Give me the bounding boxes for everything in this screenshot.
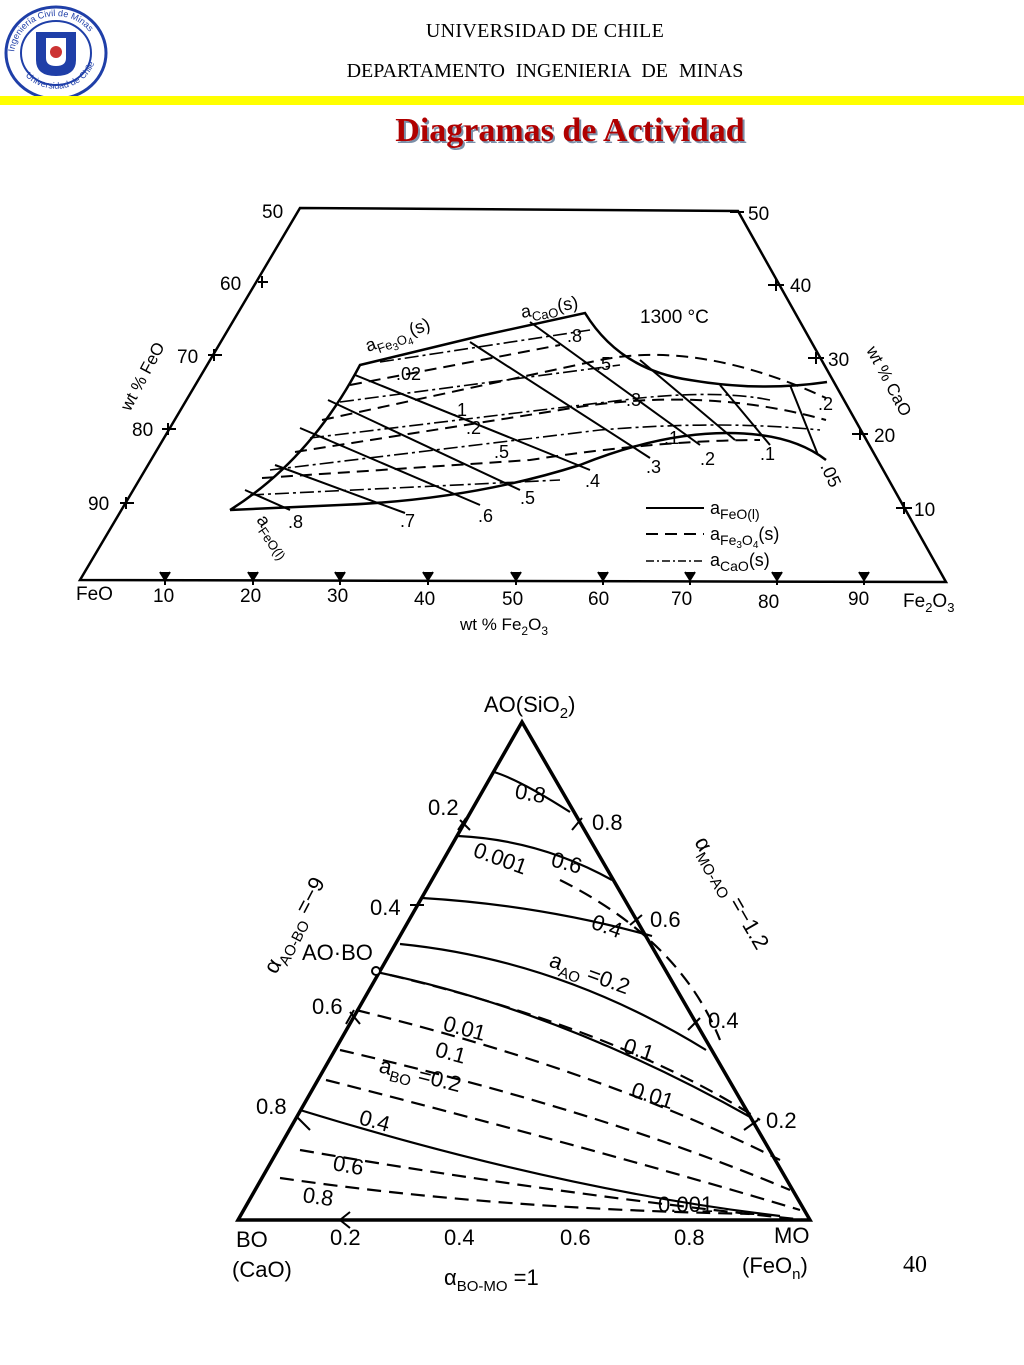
apex-label: AO(SiO2) — [484, 692, 575, 722]
feo-isolines — [244, 321, 819, 514]
university-logo: Ingeniería Civil de Minas Universidad de… — [4, 5, 108, 101]
bottom-tick-label: 0.6 — [560, 1225, 591, 1250]
department-name: DEPARTAMENTO INGENIERIA DE MINAS — [346, 60, 744, 82]
fe3o4-value-label: .2 — [466, 418, 481, 438]
left-axis-ticks — [120, 276, 268, 509]
bo-value-label: 0.6 — [331, 1150, 365, 1180]
feo-value-label: .1 — [760, 444, 775, 464]
ao-value-label: 0.01 — [628, 1077, 676, 1114]
feo-value-label: .5 — [520, 488, 535, 508]
ao-value-label: 0.1 — [433, 1037, 469, 1069]
x-right-end: Fe2O3 — [903, 591, 954, 615]
x-tick-label: 50 — [502, 589, 523, 610]
feo-value-label: .2 — [700, 449, 715, 469]
feo-value-label: .6 — [478, 506, 493, 526]
university-name: UNIVERSIDAD DE CHILE — [425, 20, 665, 42]
left-tick-label: 0.8 — [256, 1094, 287, 1119]
cao-value-label: .5 — [596, 354, 611, 374]
right-tick-label: 0.6 — [650, 907, 681, 932]
x-axis-title: wt % Fe2O3 — [459, 615, 548, 638]
bo-isolines — [279, 879, 807, 1222]
right-tick-label: 30 — [828, 350, 849, 371]
cao-value-label: .2 — [818, 394, 833, 414]
right-vertex-formula: (FeOn) — [742, 1253, 808, 1283]
right-tick-label: 0.8 — [592, 810, 623, 835]
left-tick-label: 0.2 — [428, 795, 459, 820]
x-tick-label: 40 — [414, 589, 435, 610]
fe3o4-value-label: .02 — [396, 364, 421, 384]
x-tick-label: 60 — [588, 589, 609, 610]
bottom-tick-label: 0.2 — [330, 1225, 361, 1250]
header-divider — [0, 96, 1024, 105]
feo-value-label: .3 — [646, 457, 661, 477]
fe3o4-isolines — [261, 344, 827, 479]
left-tick-label: 60 — [220, 274, 241, 295]
ao-bo-compound-point — [371, 966, 381, 976]
ao-value-label: 0.001 — [658, 1192, 713, 1217]
ao-isolines — [299, 770, 781, 1218]
bo-value-label: 0.4 — [357, 1105, 393, 1137]
left-tick-label: 0.4 — [370, 895, 401, 920]
ternary-ticks — [295, 817, 759, 1229]
right-tick-label: 0.2 — [766, 1108, 797, 1133]
left-tick-label: 50 — [262, 202, 283, 223]
right-tick-label: 0.4 — [708, 1008, 739, 1033]
ao-value-label: 0.6 — [549, 847, 585, 879]
x-tick-label: 70 — [671, 589, 692, 610]
cao-isolines — [249, 329, 821, 496]
liquid-region-boundary — [229, 311, 828, 512]
right-tick-label: 40 — [790, 276, 811, 297]
cao-value-label: .3 — [626, 390, 641, 410]
right-tick-label: 20 — [874, 426, 895, 447]
x-tick-label: 90 — [848, 589, 869, 610]
left-tick-label: 0.6 — [312, 994, 343, 1019]
legend-cao: aCaO(s) — [710, 550, 770, 574]
page-title: Diagramas de Actividad — [395, 112, 745, 149]
left-tick-label: 70 — [177, 347, 198, 368]
x-tick-label: 20 — [240, 586, 261, 607]
bottom-tick-label: 0.8 — [674, 1225, 705, 1250]
feo-value-label: .8 — [288, 512, 303, 532]
legend-feo: aFeO(l) — [710, 498, 760, 522]
alpha-mo-ao-label: αMO-AO =−1.2 — [685, 832, 774, 956]
right-vertex-label: MO — [774, 1223, 809, 1248]
fe3o4-value-label: .1 — [452, 400, 467, 420]
page-number: 40 — [903, 1252, 927, 1278]
left-tick-label: 90 — [88, 494, 109, 515]
legend-fe3o4: aFe3O4(s) — [710, 524, 779, 551]
x-tick-label: 80 — [758, 592, 779, 613]
right-axis-ticks — [730, 211, 912, 514]
fe3o4-value-label: .5 — [494, 442, 509, 462]
compound-label: AO·BO — [302, 940, 373, 965]
ao-value-label: 0.4 — [588, 909, 625, 943]
alpha-bo-mo-label: αBO-MO =1 — [444, 1265, 539, 1295]
bottom-tick-label: 0.4 — [444, 1225, 475, 1250]
ao-value-label: 0.8 — [513, 778, 547, 808]
bo-value-label: 0.8 — [301, 1182, 335, 1211]
right-tick-label: 50 — [748, 204, 769, 225]
legend: aFeO(l) aFe3O4(s) aCaO(s) — [646, 498, 779, 574]
x-tick-label: 30 — [327, 586, 348, 607]
a-ao-label: aAO =0.2 — [545, 947, 634, 1004]
x-axis-ticks — [159, 571, 870, 585]
right-tick-label: 10 — [914, 500, 935, 521]
feo-value-label: .4 — [585, 471, 600, 491]
left-vertex-label: BO — [236, 1227, 268, 1252]
ao-value-label: 0.001 — [470, 837, 530, 879]
cao-value-label: .8 — [567, 326, 582, 346]
x-tick-label: 10 — [153, 586, 174, 607]
temperature-label: 1300 °C — [640, 307, 709, 328]
cao-value-label: .1 — [664, 428, 679, 448]
feo-value-label: .7 — [400, 511, 415, 531]
x-left-end: FeO — [76, 584, 113, 605]
fe-ca-o-activity-diagram: FeO Fe2O3 10 20 30 40 50 60 70 80 90 wt … — [76, 202, 954, 638]
left-tick-label: 80 — [132, 420, 153, 441]
cao-curve-label: aCaO(s) — [519, 292, 580, 326]
left-vertex-formula: (CaO) — [232, 1257, 292, 1282]
